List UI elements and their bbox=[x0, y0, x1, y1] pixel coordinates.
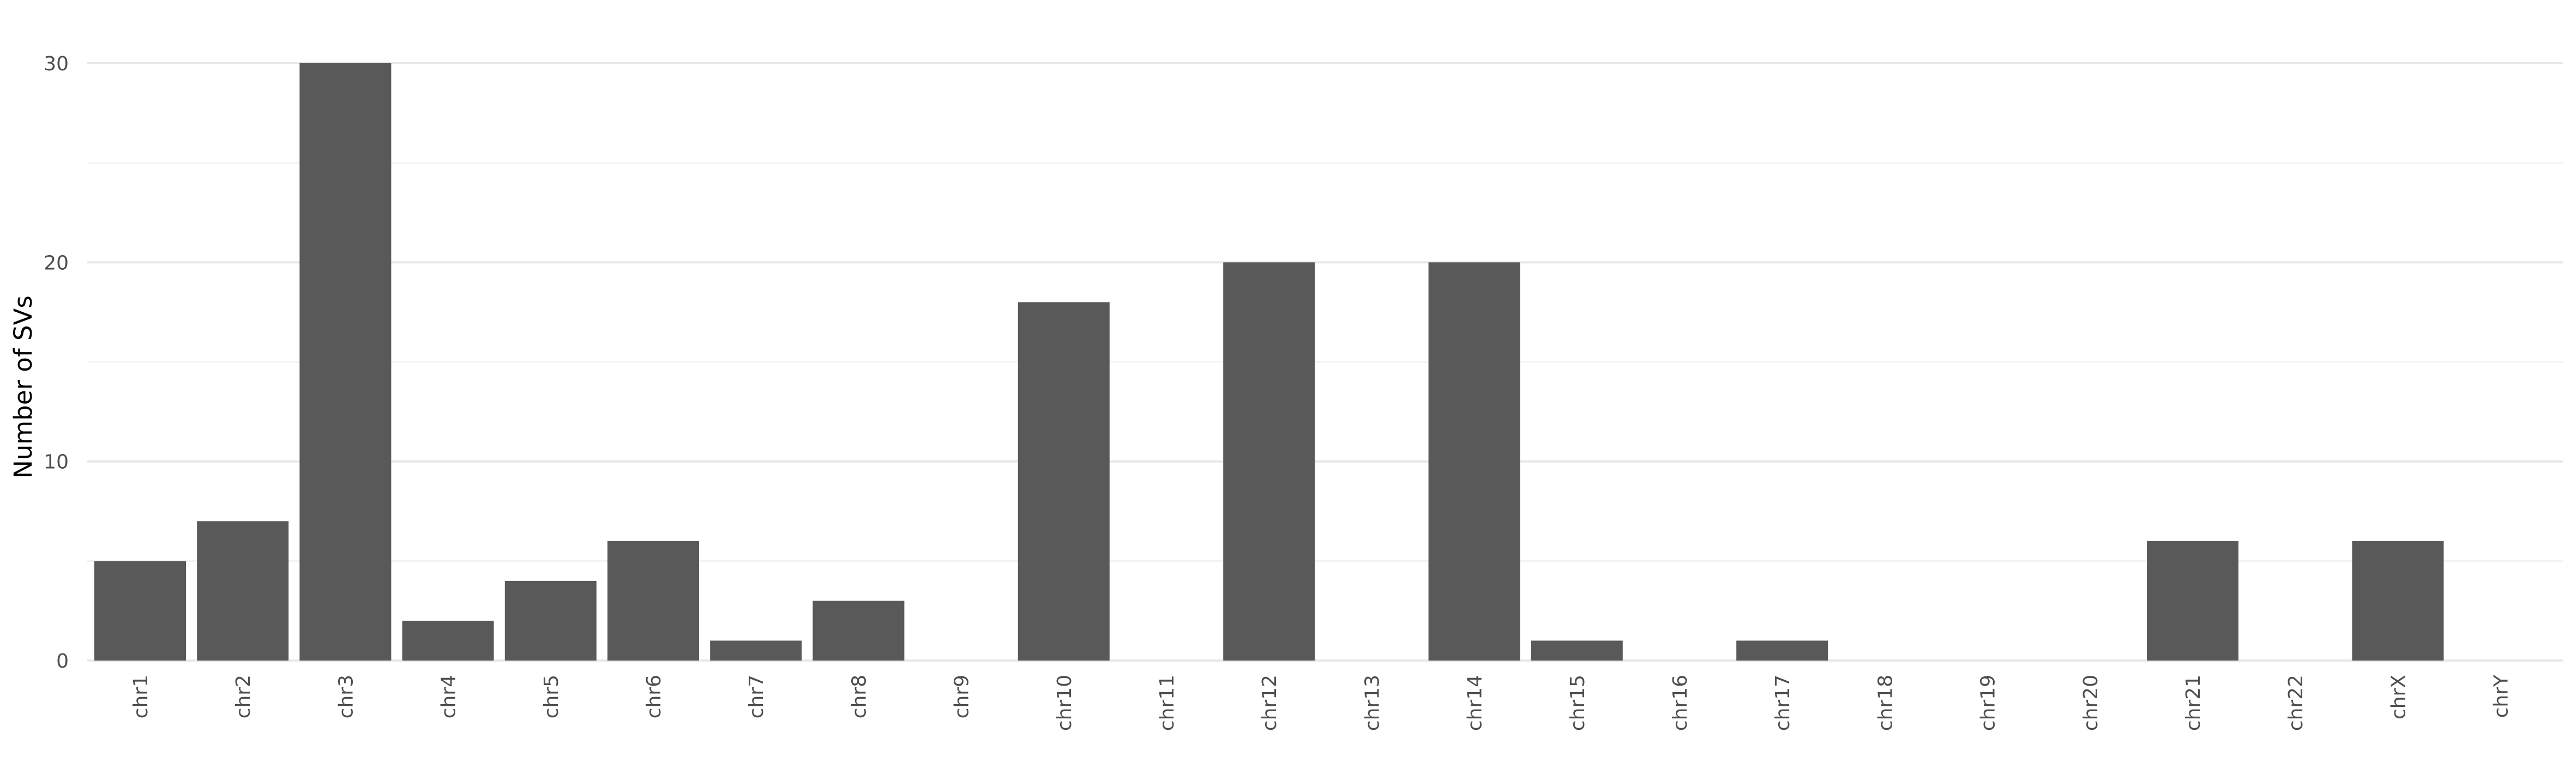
bar-chr4 bbox=[402, 620, 494, 661]
bar-chr21 bbox=[2147, 541, 2238, 661]
bar-chr7 bbox=[710, 640, 802, 661]
x-tick-label: chr8 bbox=[848, 675, 870, 718]
bar-chr3 bbox=[299, 63, 392, 661]
bar-chr17 bbox=[1736, 640, 1828, 661]
x-tick-label: chr12 bbox=[1259, 675, 1281, 731]
x-tick-label: chr6 bbox=[643, 675, 665, 718]
x-tick-label: chr3 bbox=[335, 675, 357, 718]
x-tick-label: chr20 bbox=[2080, 675, 2102, 731]
bar-chr12 bbox=[1223, 262, 1315, 661]
x-tick-label: chr15 bbox=[1567, 675, 1589, 731]
x-tick-label: chrY bbox=[2490, 674, 2513, 718]
x-tick-label: chr2 bbox=[232, 675, 255, 718]
bar-chr1 bbox=[94, 561, 186, 661]
y-tick-label: 20 bbox=[44, 252, 69, 274]
x-tick-label: chr11 bbox=[1156, 675, 1178, 731]
bar-chr10 bbox=[1018, 302, 1110, 661]
x-tick-label: chr5 bbox=[540, 675, 563, 718]
bar-chr8 bbox=[812, 601, 905, 661]
x-tick-label: chrX bbox=[2387, 675, 2410, 719]
bar-chr2 bbox=[197, 521, 289, 661]
y-tick-label: 10 bbox=[44, 451, 69, 474]
x-tick-label: chr21 bbox=[2182, 675, 2205, 731]
bar-chr6 bbox=[607, 541, 699, 661]
x-tick-label: chr9 bbox=[951, 675, 973, 718]
bar-chrX bbox=[2352, 541, 2444, 661]
y-tick-labels: 0 10 20 30 bbox=[44, 53, 69, 673]
x-tick-label: chr7 bbox=[745, 675, 768, 718]
x-tick-label: chr18 bbox=[1874, 675, 1897, 731]
y-axis-title: Number of SVs bbox=[9, 295, 38, 479]
bars bbox=[94, 63, 2444, 661]
x-tick-label: chr4 bbox=[438, 675, 460, 718]
x-tick-label: chr19 bbox=[1977, 675, 2000, 731]
x-tick-label: chr14 bbox=[1464, 675, 1486, 731]
x-tick-label: chr10 bbox=[1054, 675, 1076, 731]
x-tick-label: chr1 bbox=[130, 675, 152, 718]
bar-chr5 bbox=[504, 580, 597, 661]
x-tick-label: chr16 bbox=[1669, 675, 1692, 731]
y-tick-label: 30 bbox=[44, 53, 69, 75]
y-tick-label: 0 bbox=[56, 650, 69, 673]
bar-chr14 bbox=[1428, 262, 1520, 661]
gridlines bbox=[87, 62, 2563, 662]
x-tick-label: chr17 bbox=[1772, 675, 1794, 731]
x-tick-label: chr13 bbox=[1361, 675, 1383, 731]
x-tick-labels: chr1 chr2 chr3 chr4 chr5 chr6 chr7 chr8 chr9 chr1… bbox=[130, 674, 2513, 731]
x-tick-label: chr22 bbox=[2285, 675, 2307, 731]
bar-chr15 bbox=[1531, 640, 1623, 661]
